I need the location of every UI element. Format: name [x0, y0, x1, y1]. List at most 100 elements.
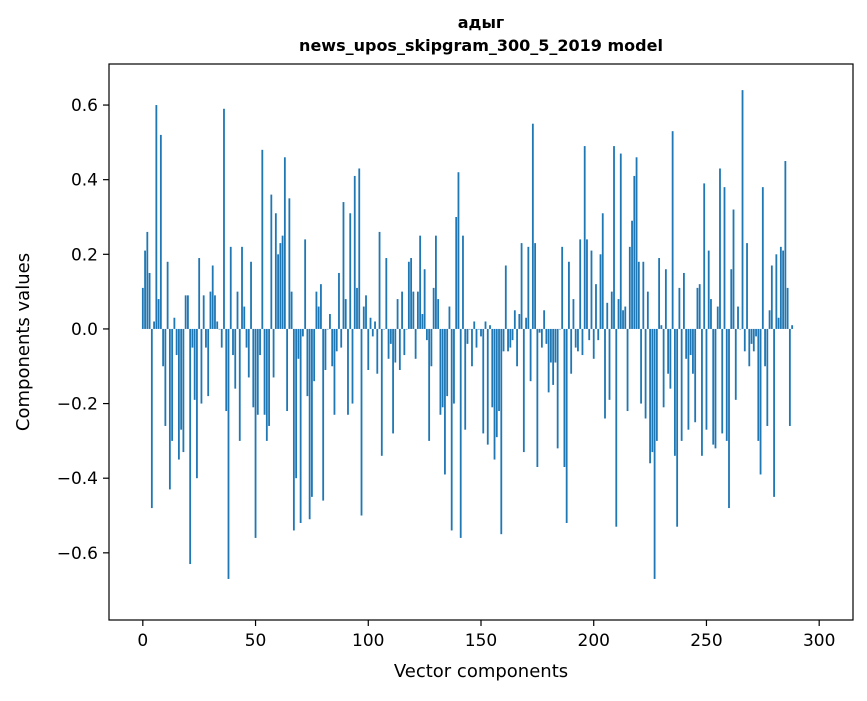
bar — [272, 328, 275, 378]
bar — [311, 328, 313, 497]
bar — [220, 328, 223, 348]
bar — [171, 328, 174, 441]
bar — [552, 328, 555, 385]
bar — [608, 328, 611, 400]
bar — [365, 295, 367, 329]
y-tick-label: −0.4 — [57, 469, 98, 489]
bar — [752, 328, 755, 352]
bar — [162, 328, 165, 367]
bar — [484, 321, 487, 329]
bar — [737, 306, 739, 329]
bar — [568, 261, 570, 329]
bar — [779, 246, 782, 329]
bar — [498, 328, 500, 412]
bar — [394, 328, 397, 363]
bar — [513, 310, 516, 329]
bar — [590, 250, 593, 329]
bar — [270, 194, 273, 329]
bar — [660, 325, 663, 329]
bar — [563, 328, 566, 468]
bar — [482, 328, 485, 434]
x-axis: 0 50 100 150 200 250 300 — [137, 620, 835, 651]
bar — [223, 108, 225, 329]
bar — [701, 328, 703, 456]
bar — [775, 254, 778, 329]
bar — [254, 328, 257, 538]
bar — [238, 328, 241, 441]
bar — [252, 328, 255, 408]
bar — [635, 157, 638, 329]
bar — [292, 328, 295, 531]
chart-title-line1: адыг — [458, 13, 505, 32]
bar — [518, 314, 521, 329]
bar — [613, 146, 615, 329]
bar — [725, 328, 728, 441]
bar — [243, 306, 246, 329]
bar — [202, 295, 205, 329]
bar — [450, 328, 453, 531]
bar — [387, 328, 390, 359]
bar — [583, 146, 586, 329]
bar — [173, 317, 176, 329]
bar — [229, 246, 232, 329]
bar — [628, 246, 631, 329]
bar — [741, 90, 744, 329]
bar — [423, 269, 426, 329]
bar — [414, 328, 417, 359]
bar — [259, 328, 261, 356]
bar — [369, 317, 372, 329]
bar — [468, 328, 471, 330]
bar — [150, 328, 153, 509]
bar — [633, 175, 636, 329]
bar — [401, 291, 403, 329]
bar — [308, 328, 311, 520]
bar — [164, 328, 167, 426]
bar — [475, 328, 478, 348]
bar — [288, 198, 291, 329]
bar — [786, 287, 789, 329]
bar — [766, 328, 769, 426]
bar — [734, 328, 737, 400]
bar — [597, 328, 600, 341]
bar — [250, 261, 252, 329]
bar — [331, 328, 334, 367]
x-tick-label: 200 — [578, 631, 610, 651]
bar — [398, 328, 401, 370]
bar — [407, 261, 410, 329]
bar — [241, 246, 243, 329]
bar — [527, 246, 530, 329]
bar — [477, 328, 480, 330]
bar — [416, 291, 419, 329]
bar — [191, 328, 194, 348]
bar — [543, 310, 546, 329]
bar — [356, 287, 358, 329]
bar — [351, 328, 354, 404]
bar — [344, 299, 347, 329]
bar — [189, 328, 192, 565]
bar — [504, 265, 507, 329]
bar — [732, 209, 735, 329]
bar — [236, 291, 239, 329]
bar — [207, 328, 210, 397]
bar — [437, 299, 440, 329]
bar — [577, 328, 579, 352]
bar — [317, 306, 320, 329]
bar — [714, 328, 717, 449]
bar — [516, 328, 518, 367]
bar — [703, 183, 706, 329]
bar — [680, 328, 683, 441]
bar — [410, 258, 413, 329]
bar — [626, 328, 629, 412]
bar — [353, 175, 356, 329]
bar — [333, 328, 336, 415]
bar — [509, 328, 512, 348]
bar — [464, 328, 467, 430]
bar — [561, 246, 564, 329]
bar — [457, 172, 460, 329]
bar — [538, 328, 541, 333]
bar — [315, 291, 318, 329]
bar — [716, 306, 719, 329]
bar — [545, 328, 548, 344]
bar — [430, 328, 433, 367]
bar — [707, 250, 710, 329]
